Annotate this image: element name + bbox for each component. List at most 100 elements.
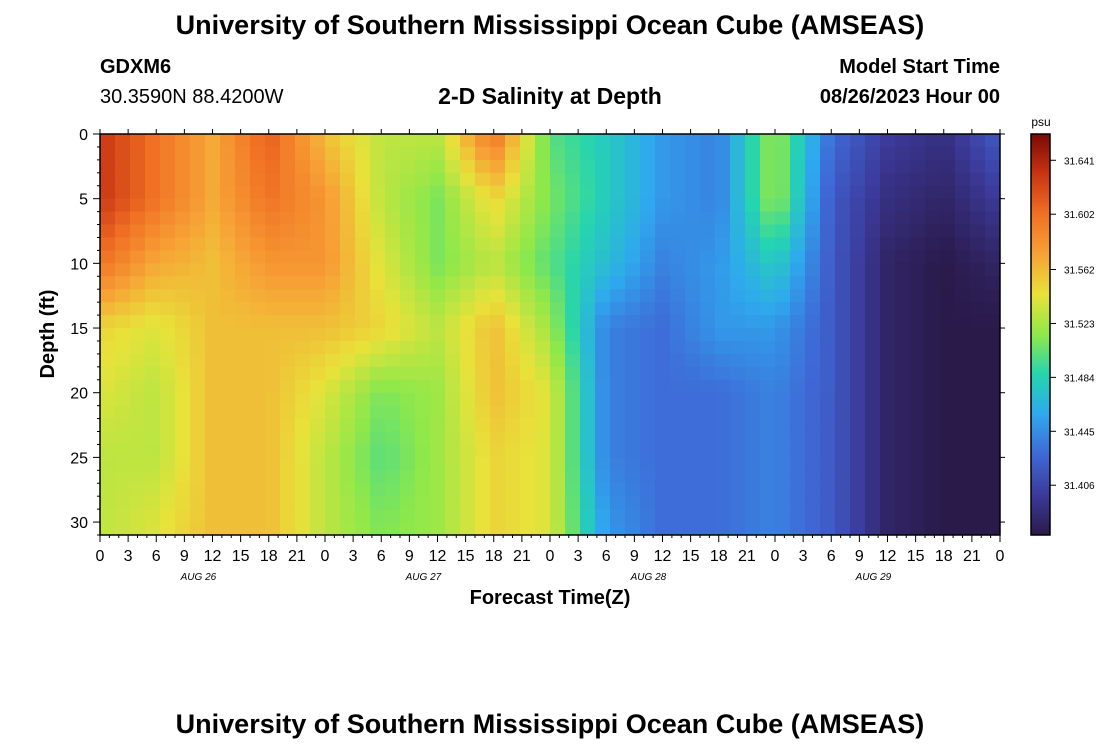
heatmap-cell <box>730 328 746 342</box>
heatmap-cell <box>985 289 1000 303</box>
heatmap-cell <box>760 328 776 342</box>
heatmap-cell <box>805 353 821 368</box>
heatmap-cell <box>955 198 971 213</box>
heatmap-cell <box>340 353 356 368</box>
heatmap-cell <box>265 146 281 161</box>
heatmap-cell <box>535 276 551 290</box>
heatmap-cell <box>985 276 1000 290</box>
heatmap-cell <box>175 392 191 407</box>
heatmap-cell <box>205 366 221 381</box>
heatmap-cell <box>685 496 701 510</box>
heatmap-cell <box>460 340 476 355</box>
heatmap-cell <box>385 470 401 484</box>
heatmap-cell <box>460 172 476 187</box>
heatmap-cell <box>730 134 746 148</box>
heatmap-cell <box>580 172 596 187</box>
heatmap-cell <box>220 289 236 303</box>
heatmap-cell <box>145 328 161 342</box>
heatmap-cell <box>520 457 536 471</box>
heatmap-cell <box>865 134 881 148</box>
heatmap-cell <box>385 276 401 290</box>
heatmap-cell <box>700 405 716 420</box>
heatmap-cell <box>610 457 626 471</box>
heatmap-cell <box>190 444 206 458</box>
heatmap-cell <box>265 457 281 471</box>
heatmap-cell <box>625 302 641 316</box>
heatmap-cell <box>490 211 506 226</box>
heatmap-cell <box>280 457 296 471</box>
heatmap-cell <box>355 457 371 471</box>
heatmap-cell <box>265 340 281 355</box>
heatmap-cell <box>445 134 461 148</box>
heatmap-cell <box>655 353 671 368</box>
heatmap-cell <box>490 366 506 381</box>
heatmap-cell <box>355 250 371 264</box>
heatmap-cell <box>520 392 536 407</box>
heatmap-cell <box>745 483 761 497</box>
heatmap-cell <box>430 224 446 239</box>
heatmap-cell <box>925 340 941 355</box>
heatmap-cell <box>295 198 311 213</box>
heatmap-cell <box>400 496 416 510</box>
heatmap-cell <box>955 263 971 277</box>
heatmap-cell <box>115 224 131 239</box>
heatmap-cell <box>340 224 356 239</box>
heatmap-cell <box>130 483 146 497</box>
heatmap-cell <box>985 418 1000 433</box>
heatmap-cell <box>745 263 761 277</box>
heatmap-cell <box>685 418 701 433</box>
heatmap-cell <box>595 224 611 239</box>
heatmap-cell <box>355 353 371 368</box>
heatmap-cell <box>970 444 986 458</box>
heatmap-cell <box>220 366 236 381</box>
heatmap-cell <box>265 509 281 523</box>
heatmap-cell <box>805 146 821 161</box>
heatmap-cell <box>340 509 356 523</box>
heatmap-cell <box>490 224 506 239</box>
x-tick-label: 21 <box>288 548 306 565</box>
heatmap-cell <box>250 483 266 497</box>
heatmap-cell <box>115 392 131 407</box>
heatmap-cell <box>400 134 416 148</box>
heatmap-cell <box>115 366 131 381</box>
heatmap-cell <box>145 340 161 355</box>
heatmap-cell <box>430 483 446 497</box>
heatmap-cell <box>460 457 476 471</box>
heatmap-cell <box>805 379 821 394</box>
heatmap-cell <box>625 392 641 407</box>
heatmap-cell <box>655 431 671 446</box>
heatmap-cell <box>370 185 386 200</box>
heatmap-cell <box>415 509 431 523</box>
heatmap-cell <box>625 146 641 161</box>
heatmap-cell <box>310 431 326 446</box>
heatmap-cell <box>775 159 791 174</box>
heatmap-cell <box>265 392 281 407</box>
heatmap-cell <box>910 418 926 433</box>
heatmap-cell <box>415 302 431 316</box>
heatmap-cell <box>865 237 881 252</box>
heatmap-cell <box>145 353 161 368</box>
heatmap-cell <box>835 418 851 433</box>
heatmap-cell <box>385 263 401 277</box>
heatmap-cell <box>775 328 791 342</box>
heatmap-cell <box>430 328 446 342</box>
heatmap-cell <box>535 366 551 381</box>
heatmap-cell <box>985 522 1000 535</box>
heatmap-cell <box>220 509 236 523</box>
heatmap-cell <box>670 302 686 316</box>
heatmap-cell <box>205 134 221 148</box>
heatmap-cell <box>805 185 821 200</box>
heatmap-cell <box>535 159 551 174</box>
heatmap-cell <box>535 172 551 187</box>
heatmap-cell <box>625 172 641 187</box>
heatmap-cell <box>940 353 956 368</box>
heatmap-cell <box>580 444 596 458</box>
heatmap-cell <box>940 457 956 471</box>
heatmap-cell <box>250 237 266 252</box>
heatmap-cell <box>130 224 146 239</box>
heatmap-cell <box>670 340 686 355</box>
heatmap-cell <box>205 431 221 446</box>
heatmap-cell <box>535 392 551 407</box>
heatmap-cell <box>760 263 776 277</box>
heatmap-cell <box>955 379 971 394</box>
